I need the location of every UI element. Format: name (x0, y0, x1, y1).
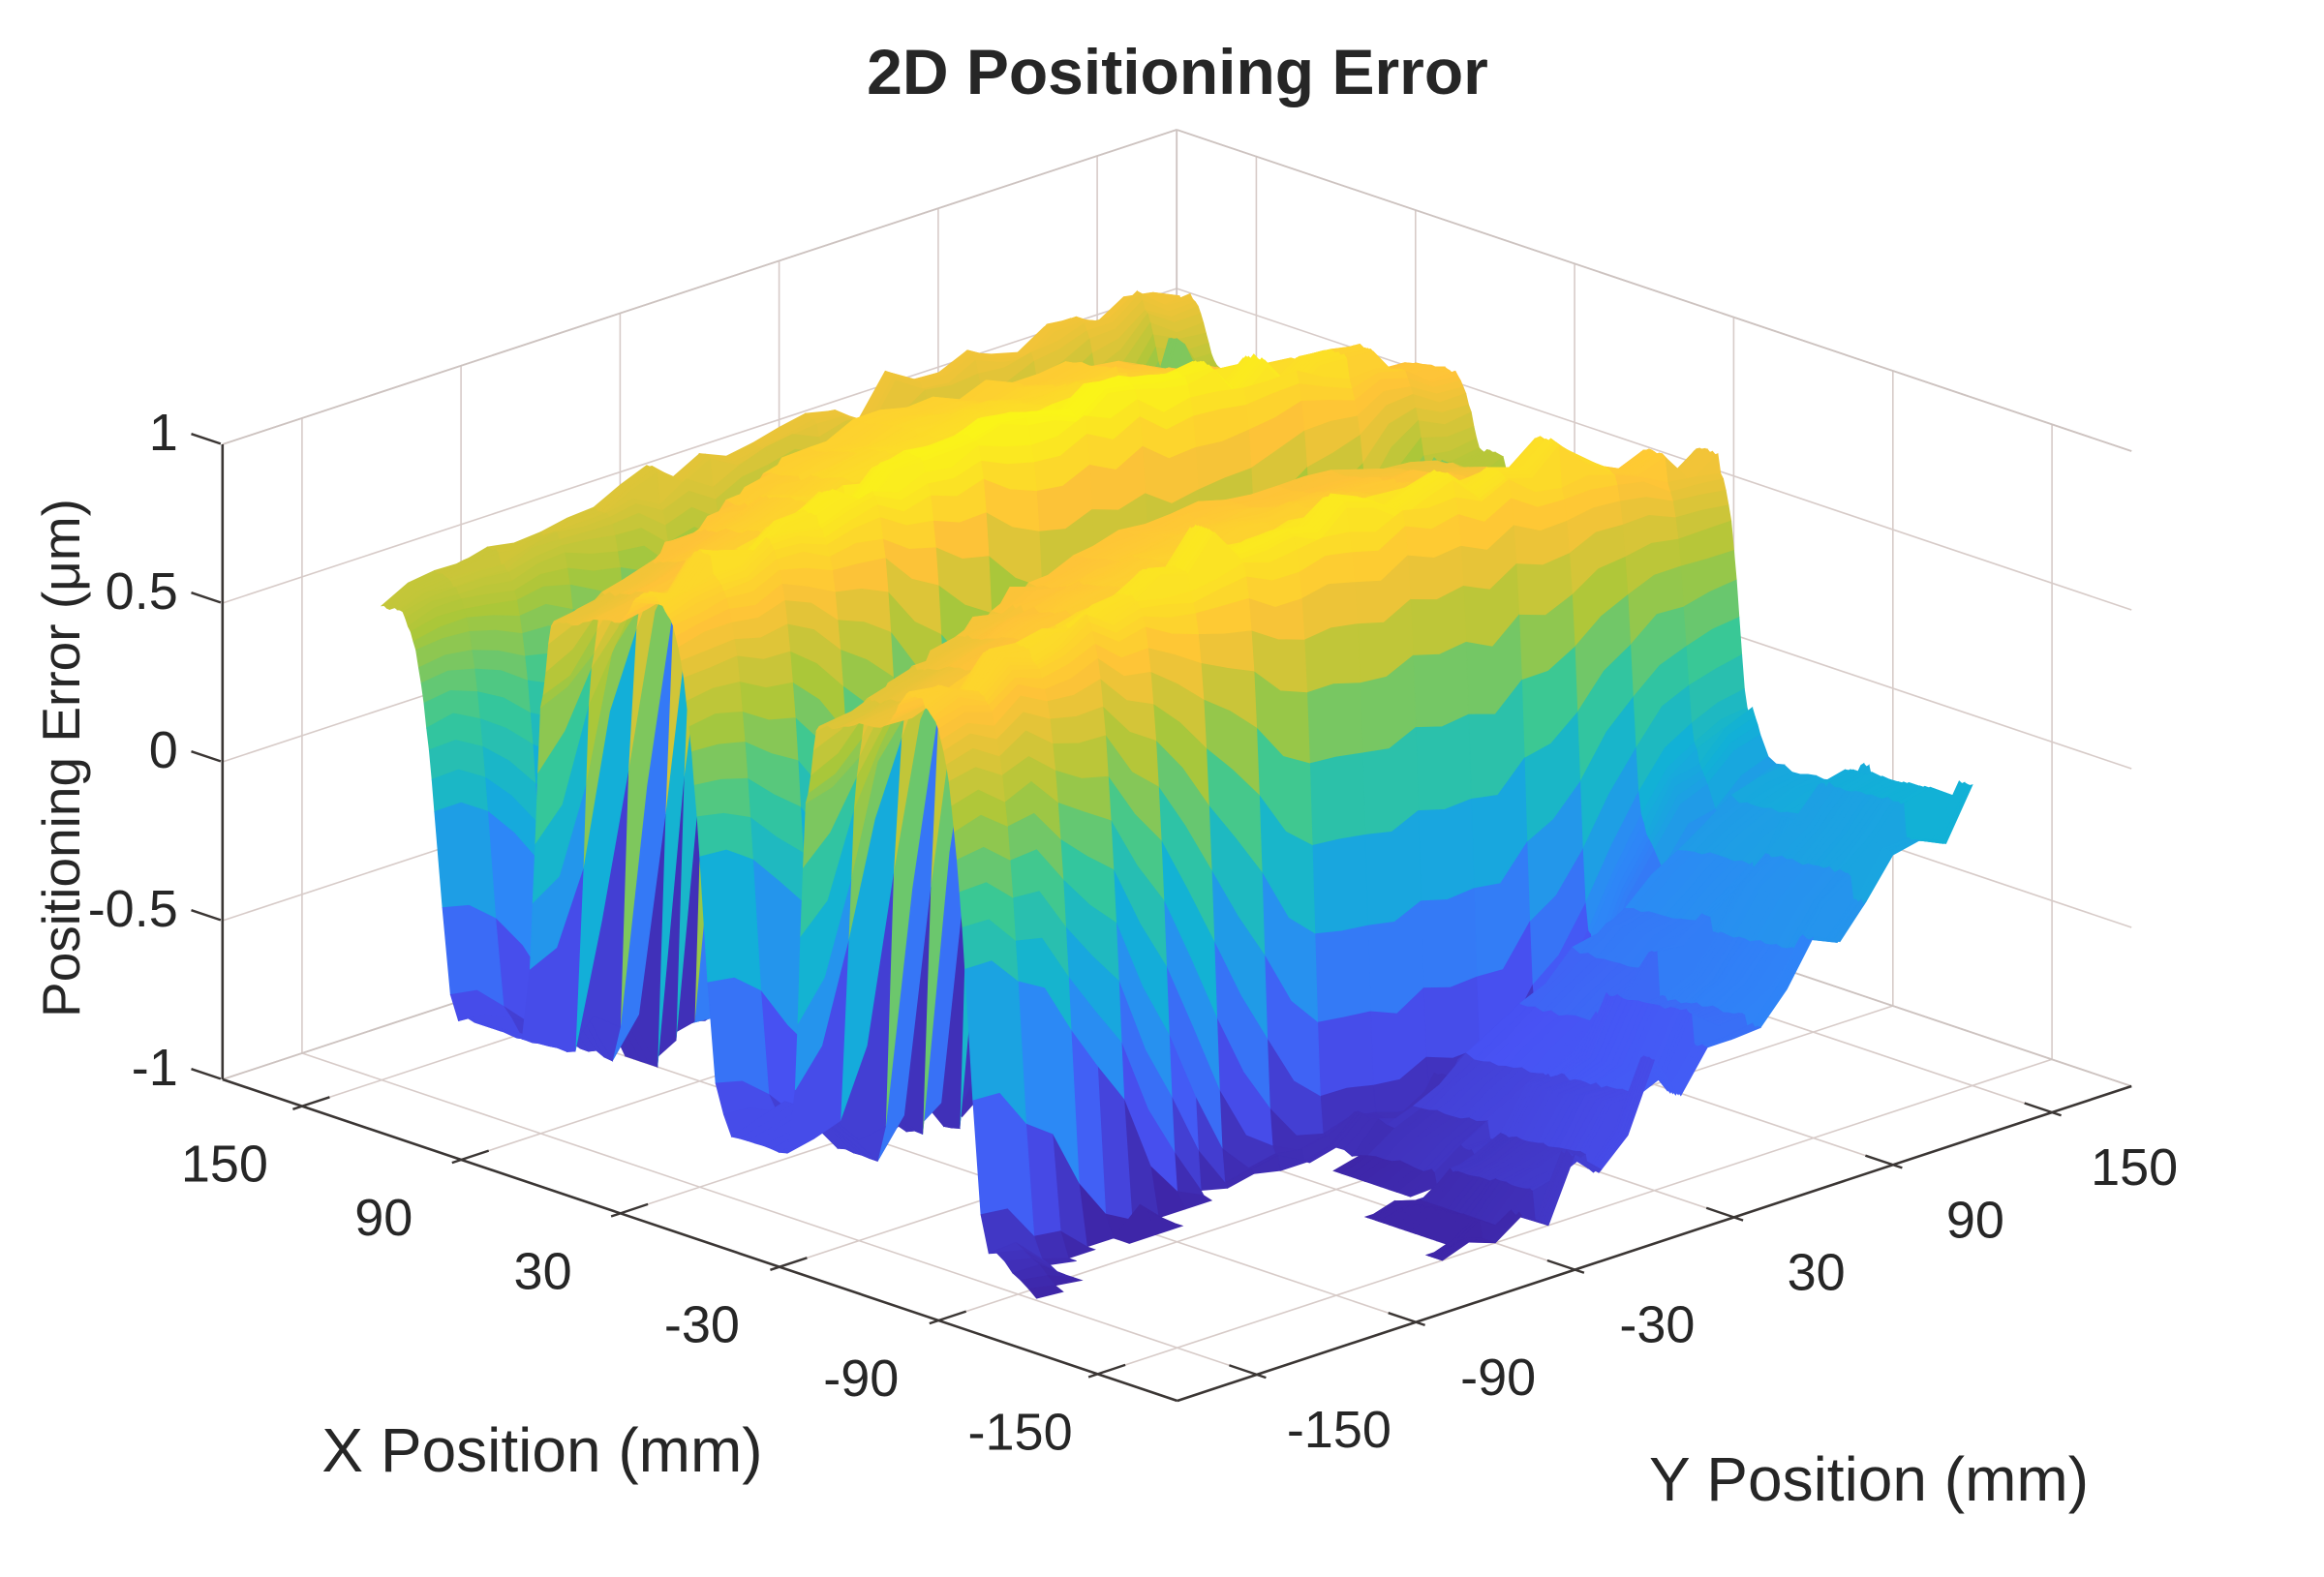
svg-text:150: 150 (181, 1136, 268, 1194)
svg-text:-150: -150 (1287, 1401, 1391, 1459)
svg-text:Positioning Error (μm): Positioning Error (μm) (31, 499, 91, 1017)
svg-text:-30: -30 (664, 1296, 740, 1354)
svg-text:90: 90 (354, 1189, 413, 1247)
svg-text:30: 30 (514, 1242, 572, 1300)
svg-text:0.5: 0.5 (106, 562, 178, 621)
svg-text:-150: -150 (968, 1403, 1073, 1461)
svg-text:1: 1 (149, 404, 178, 462)
svg-text:Y Position (mm): Y Position (mm) (1649, 1444, 2089, 1514)
svg-text:90: 90 (1946, 1191, 2004, 1249)
svg-text:30: 30 (1788, 1243, 1846, 1301)
svg-text:-0.5: -0.5 (88, 880, 178, 938)
svg-text:-90: -90 (823, 1350, 899, 1408)
svg-text:X Position (mm): X Position (mm) (321, 1415, 762, 1485)
svg-text:0: 0 (149, 721, 178, 779)
svg-text:150: 150 (2091, 1138, 2178, 1197)
svg-text:-90: -90 (1460, 1349, 1536, 1407)
svg-text:-1: -1 (132, 1039, 178, 1097)
svg-text:2D Positioning Error: 2D Positioning Error (867, 36, 1488, 107)
svg-text:-30: -30 (1619, 1296, 1695, 1354)
